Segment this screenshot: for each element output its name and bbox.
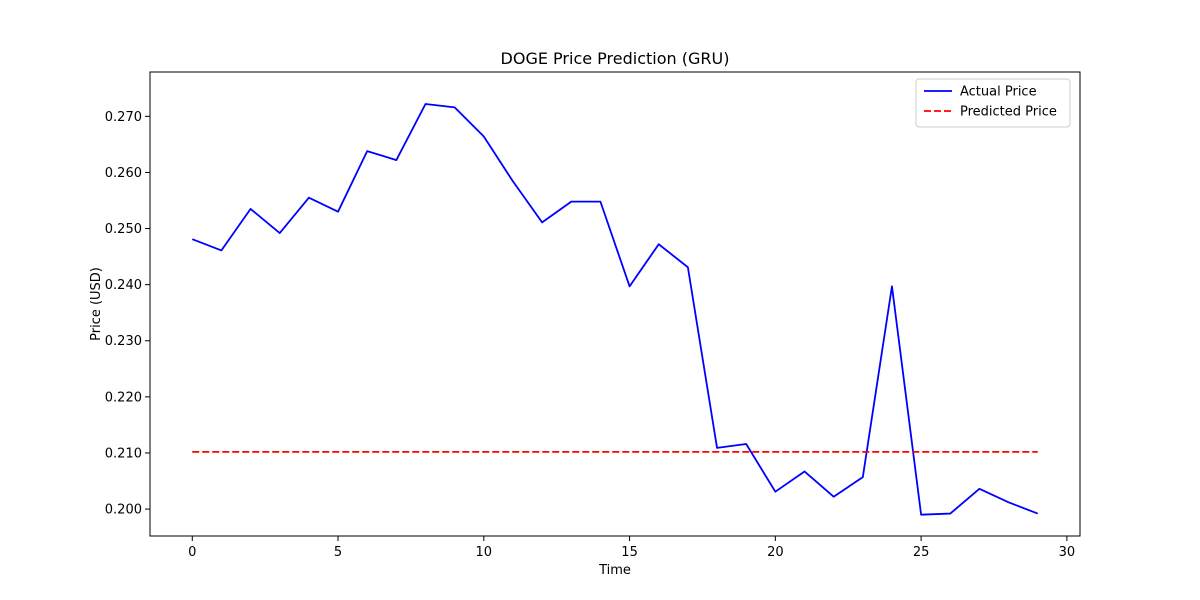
plot-frame (149, 71, 1081, 537)
y-tick-label: 0.230 (105, 334, 142, 349)
plot-area (149, 71, 1081, 537)
x-tick-label: 0 (188, 545, 196, 560)
legend-label: Actual Price (960, 85, 1037, 100)
y-axis-label: Price (USD) (89, 267, 104, 341)
x-tick-label: 15 (621, 545, 638, 560)
legend-label: Predicted Price (960, 105, 1057, 120)
y-tick-label: 0.240 (105, 278, 142, 293)
x-tick-label: 30 (1059, 545, 1076, 560)
x-tick-label: 20 (767, 545, 784, 560)
x-tick-label: 5 (334, 545, 342, 560)
y-tick-label: 0.270 (105, 110, 142, 125)
x-axis-label: Time (598, 563, 631, 578)
y-tick-label: 0.220 (105, 390, 142, 405)
x-tick-label: 25 (913, 545, 930, 560)
series-layer (191, 103, 1039, 516)
y-tick-label: 0.260 (105, 166, 142, 181)
x-axis: 0 5 10 15 20 25 30 (188, 536, 1075, 560)
series-line-actual-price (191, 103, 1039, 516)
chart-title: DOGE Price Prediction (GRU) (501, 49, 730, 68)
y-tick-label: 0.200 (105, 503, 142, 518)
legend: Actual Price Predicted Price (915, 78, 1071, 128)
y-tick-label: 0.250 (105, 222, 142, 237)
y-tick-label: 0.210 (105, 446, 142, 461)
y-axis: 0.200 0.210 0.220 0.230 0.240 0.250 0.260 0.270 (105, 110, 150, 518)
x-tick-label: 10 (476, 545, 493, 560)
legend-box (915, 78, 1071, 128)
